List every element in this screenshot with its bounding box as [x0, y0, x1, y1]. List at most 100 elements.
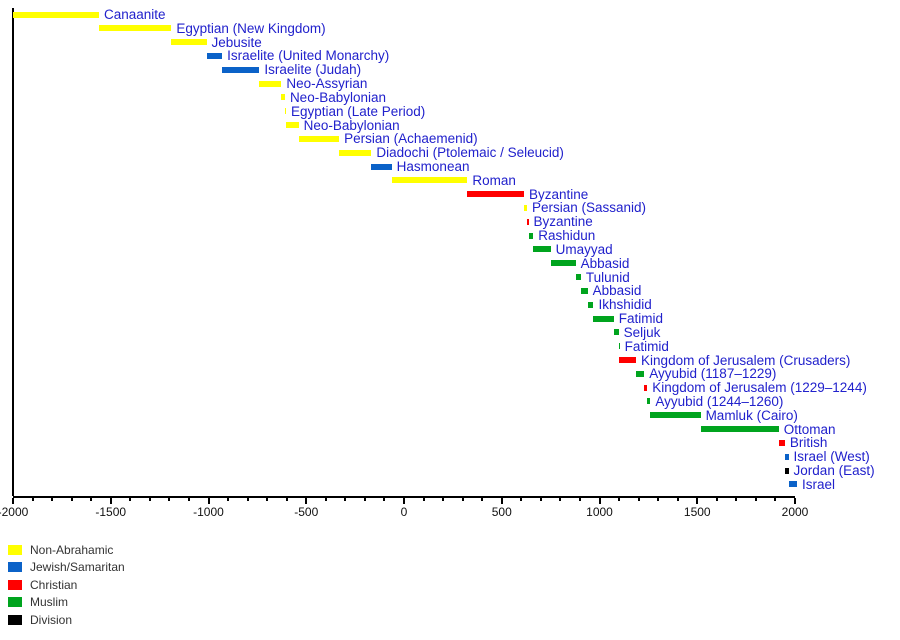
x-axis-major-tick: [12, 498, 14, 504]
bar-label: Hasmonean: [396, 159, 470, 175]
bar-label: Ottoman: [783, 421, 836, 437]
bar-label: Jordan (East): [793, 463, 875, 479]
timeline-bar: [171, 39, 207, 46]
legend-label: Christian: [30, 577, 78, 592]
bar-label: Abbasid: [580, 255, 630, 271]
bar-label: Abbasid: [592, 283, 642, 299]
x-axis-minor-tick: [383, 498, 386, 501]
timeline-bar: [222, 66, 260, 73]
bar-label: Israelite (Judah): [264, 62, 362, 78]
x-axis-minor-tick: [90, 498, 93, 501]
bar-label: Israel (West): [793, 449, 870, 465]
x-tick-label: -1500: [95, 505, 127, 519]
x-tick-label: 1500: [683, 505, 711, 519]
bar-label: Neo-Babylonian: [303, 117, 400, 133]
timeline-bar: [298, 135, 340, 142]
bar-label: Roman: [472, 172, 516, 188]
x-axis-minor-tick: [735, 498, 738, 501]
bar-label: Fatimid: [618, 311, 664, 327]
bar-label: Ayyubid (1244–1260): [655, 393, 784, 409]
timeline-bar: [550, 260, 576, 267]
timeline-bar: [788, 481, 797, 488]
legend-swatch: [8, 545, 22, 555]
bar-label: Egyptian (New Kingdom): [176, 20, 326, 36]
legend-label: Division: [30, 612, 73, 627]
x-axis-major-tick: [207, 498, 210, 504]
x-axis-minor-tick: [266, 498, 269, 501]
timeline-bar: [575, 274, 581, 281]
timeline-bar: [613, 329, 619, 336]
timeline-bar: [784, 467, 789, 474]
timeline-bar: [650, 412, 701, 419]
bar-label: Ikhshidid: [598, 297, 652, 313]
timeline-bar: [339, 149, 372, 156]
timeline-bar: [778, 439, 785, 446]
x-axis-minor-tick: [31, 498, 34, 501]
timeline-bar: [636, 370, 645, 377]
x-tick-label: 0: [400, 505, 408, 519]
x-axis-minor-tick: [344, 498, 347, 501]
x-axis-minor-tick: [461, 498, 464, 501]
bar-label: Neo-Assyrian: [286, 76, 368, 92]
timeline-bar: [285, 122, 299, 129]
x-axis-minor-tick: [324, 498, 327, 501]
bar-label: Umayyad: [555, 241, 613, 257]
bar-label: Persian (Achaemenid): [344, 131, 478, 147]
bar-label: Ayyubid (1187–1229): [649, 366, 777, 382]
x-axis-major-tick: [794, 498, 796, 504]
x-axis-minor-tick: [442, 498, 445, 501]
x-tick-label: 2000: [781, 505, 809, 519]
bar-label: Diadochi (Ptolemaic / Seleucid): [376, 145, 564, 161]
timeline-bar: [618, 357, 637, 363]
x-axis-minor-tick: [715, 498, 718, 501]
x-tick-label: 500: [491, 505, 512, 519]
x-axis-minor-tick: [168, 498, 171, 501]
x-axis-minor-tick: [129, 498, 132, 501]
timeline-bar: [784, 453, 789, 460]
timeline-bar: [259, 80, 282, 87]
x-axis-major-tick: [500, 498, 503, 504]
bar-label: Canaanite: [104, 7, 166, 22]
bar-label: Kingdom of Jerusalem (Crusaders): [641, 352, 851, 368]
legend-swatch: [8, 579, 22, 590]
x-axis-major-tick: [403, 498, 405, 504]
x-tick-label: -1000: [193, 505, 224, 519]
x-axis-minor-tick: [520, 498, 523, 501]
timeline-bar: [647, 398, 651, 405]
x-axis-major-tick: [598, 498, 601, 504]
bar-label: Neo-Babylonian: [289, 89, 386, 105]
timeline-bar: [618, 343, 620, 350]
x-axis-minor-tick: [363, 498, 366, 501]
bar-label: Jebusite: [211, 34, 262, 50]
timeline-bar: [284, 108, 286, 115]
x-axis-minor-tick: [187, 498, 190, 501]
legend-label: Non-Abrahamic: [30, 543, 114, 557]
x-axis-minor-tick: [578, 498, 581, 501]
x-axis-minor-tick: [657, 498, 660, 501]
x-axis-minor-tick: [246, 498, 249, 501]
x-axis-minor-tick: [754, 498, 757, 501]
x-axis-major-tick: [696, 498, 699, 504]
x-axis-minor-tick: [774, 498, 777, 501]
legend-swatch: [8, 597, 22, 608]
timeline-bar: [533, 246, 551, 253]
x-axis-minor-tick: [559, 498, 562, 501]
x-axis-minor-tick: [51, 498, 54, 501]
timeline-bar: [391, 177, 468, 184]
legend-swatch: [8, 614, 22, 625]
timeline-bar: [371, 163, 392, 170]
x-axis-minor-tick: [227, 498, 230, 501]
bar-label: Fatimid: [624, 338, 669, 354]
timeline-bar: [580, 287, 588, 294]
bar-label: British: [789, 435, 828, 451]
x-axis-major-tick: [305, 498, 308, 504]
timeline-bar: [524, 204, 527, 211]
timeline-bar: [526, 218, 529, 225]
bar-label: Byzantine: [529, 186, 589, 202]
x-tick-label: -2000: [0, 505, 29, 519]
x-axis-minor-tick: [481, 498, 484, 501]
legend-swatch: [8, 562, 22, 573]
timeline-bar: [593, 315, 614, 322]
bar-label: Kingdom of Jerusalem (1229–1244): [652, 380, 867, 396]
